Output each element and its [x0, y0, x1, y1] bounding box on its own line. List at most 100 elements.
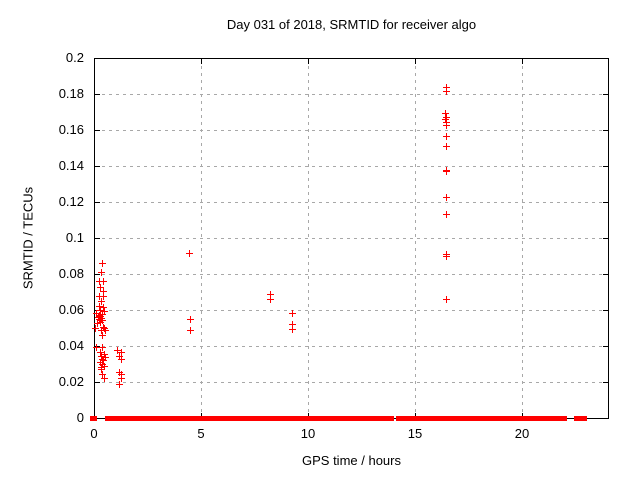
x-tick-mark-top — [415, 59, 416, 64]
y-tick-mark-right — [603, 346, 608, 347]
y-tick-mark — [95, 274, 100, 275]
data-point-marker — [99, 317, 106, 324]
x-tick-label: 10 — [300, 426, 316, 441]
data-point-marker — [96, 316, 103, 323]
y-tick-mark-right — [603, 202, 608, 203]
baseline-segment — [128, 416, 136, 421]
data-point-marker — [94, 320, 101, 327]
x-gridline — [308, 59, 309, 418]
y-tick-mark — [95, 202, 100, 203]
x-tick-label: 20 — [514, 426, 530, 441]
baseline-segment — [459, 416, 493, 421]
x-tick-mark-top — [522, 59, 523, 64]
x-tick-mark — [415, 413, 416, 418]
baseline-segment — [187, 416, 200, 421]
data-point-marker — [98, 315, 105, 322]
baseline-segment — [413, 416, 442, 421]
data-point-marker — [443, 168, 450, 175]
data-point-marker — [99, 344, 106, 351]
y-gridline — [95, 166, 608, 167]
data-point-marker — [187, 327, 194, 334]
data-point-marker — [443, 296, 450, 303]
data-point-marker — [97, 313, 104, 320]
data-point-marker — [96, 312, 103, 319]
data-point-marker — [100, 278, 107, 285]
data-point-marker — [101, 325, 108, 332]
x-tick-mark-top — [308, 59, 309, 64]
y-gridline — [95, 202, 608, 203]
baseline-segment — [227, 416, 246, 421]
y-tick-label: 0.08 — [58, 266, 84, 281]
y-gridline — [95, 274, 608, 275]
baseline-segment — [386, 416, 394, 421]
y-tick-mark-right — [603, 274, 608, 275]
y-tick-mark — [95, 166, 100, 167]
baseline-segment — [203, 416, 220, 421]
chart-title: Day 031 of 2018, SRMTID for receiver alg… — [226, 17, 477, 32]
y-tick-label: 0 — [76, 410, 84, 425]
baseline-segment — [499, 416, 530, 421]
y-tick-mark — [95, 130, 100, 131]
data-point-marker — [267, 291, 274, 298]
y-tick-mark — [95, 346, 100, 347]
y-tick-mark — [95, 58, 100, 59]
data-point-marker — [442, 116, 449, 123]
y-tick-label: 0.16 — [58, 122, 84, 137]
data-point-marker — [116, 369, 123, 376]
y-tick-label: 0.18 — [58, 86, 84, 101]
y-tick-mark-right — [603, 166, 608, 167]
baseline-segment — [278, 416, 306, 421]
data-point-marker — [289, 321, 296, 328]
data-point-marker — [114, 347, 121, 354]
baseline-segment — [198, 416, 204, 421]
baseline-segment — [146, 416, 157, 421]
data-point-marker — [118, 371, 125, 378]
y-gridline — [95, 382, 608, 383]
y-axis-label: SRMTID / TECUs — [20, 186, 36, 290]
data-point-marker — [99, 361, 106, 368]
y-tick-mark — [95, 382, 100, 383]
data-point-marker — [100, 304, 107, 311]
data-point-marker — [100, 293, 107, 300]
x-tick-mark — [201, 413, 202, 418]
y-tick-label: 0.04 — [58, 338, 84, 353]
data-point-marker — [99, 356, 106, 363]
data-point-marker — [95, 314, 102, 321]
baseline-segment — [396, 416, 404, 421]
y-tick-label: 0.12 — [58, 194, 84, 209]
y-tick-mark-right — [603, 58, 608, 59]
data-point-marker — [443, 143, 450, 150]
baseline-segment — [90, 416, 97, 421]
data-point-marker — [96, 303, 103, 310]
y-gridline — [95, 310, 608, 311]
y-tick-label: 0.2 — [65, 50, 84, 65]
y-tick-label: 0.02 — [58, 374, 84, 389]
x-tick-mark — [522, 413, 523, 418]
baseline-segment — [164, 416, 174, 421]
y-tick-mark-right — [603, 310, 608, 311]
data-point-marker — [97, 307, 104, 314]
data-point-marker — [187, 316, 194, 323]
data-point-marker — [102, 327, 109, 334]
baseline-segment — [319, 416, 340, 421]
data-point-marker — [100, 288, 107, 295]
data-point-marker — [98, 327, 105, 334]
baseline-segment — [120, 416, 129, 421]
data-point-marker — [443, 133, 450, 140]
baseline-segment — [217, 416, 229, 421]
data-point-marker — [99, 371, 106, 378]
y-tick-mark-right — [603, 130, 608, 131]
data-point-marker — [98, 366, 105, 373]
y-gridline — [95, 346, 608, 347]
y-tick-mark-right — [603, 238, 608, 239]
y-tick-mark-right — [603, 418, 608, 419]
y-gridline — [95, 130, 608, 131]
baseline-segment — [359, 416, 380, 421]
data-point-marker — [267, 296, 274, 303]
baseline-segment — [173, 416, 190, 421]
data-point-marker — [443, 122, 450, 129]
baseline-segment — [556, 416, 567, 421]
data-point-marker — [96, 293, 103, 300]
data-point-marker — [100, 324, 107, 331]
x-tick-mark — [94, 413, 95, 418]
